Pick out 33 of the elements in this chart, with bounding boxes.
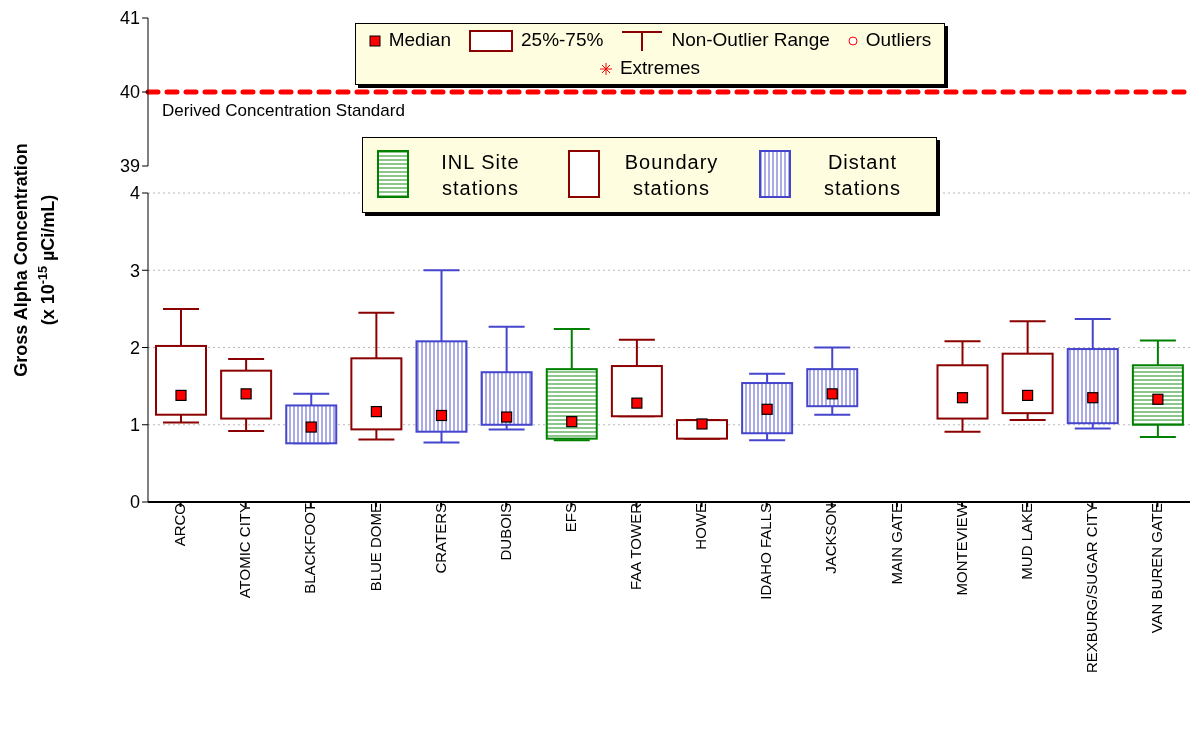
y-tick-label: 41 (119, 8, 140, 29)
y-tick-label: 0 (129, 492, 140, 513)
y-tick-label: 40 (119, 82, 140, 103)
x-tick-label: DUBOIS (496, 503, 514, 561)
x-tick-label: BLUE DOME (366, 503, 384, 592)
legend-label: Distant stations (823, 150, 902, 201)
y-tick-label: 2 (129, 337, 140, 358)
y-tick-label: 39 (119, 156, 140, 177)
ref-line-label: Derived Concentration Standard (162, 101, 405, 120)
annotation: 25%-75% (520, 28, 604, 52)
x-tick-label: MAIN GATE (887, 503, 905, 585)
y-tick-label: 1 (129, 415, 140, 436)
x-tick-label: REXBURG/SUGAR CITY (1082, 503, 1100, 674)
x-tick-label: EFS (561, 503, 579, 533)
x-tick-label: HOWE (692, 503, 710, 550)
annotation: Non-Outlier Range (670, 28, 830, 52)
x-tick-label: JACKSON (822, 503, 840, 574)
x-tick-label: ARCO (171, 503, 189, 547)
x-tick-label: BLACKFOOT (301, 503, 319, 594)
x-tick-label: FAA TOWER (627, 502, 645, 590)
annotation: Outliers (864, 29, 932, 52)
x-tick-label: MONTEVIEW (952, 502, 970, 596)
x-tick-label: MUD LAKE (1017, 503, 1035, 580)
x-tick-label: CRATERS (431, 503, 449, 574)
y-tick-label: 4 (129, 183, 140, 204)
x-tick-label: IDAHO FALLS (757, 503, 775, 600)
annotation: Median (387, 29, 452, 52)
legend-label: Boundary stations (623, 150, 720, 201)
annotation: Extremes (618, 57, 701, 80)
legend-label: INL Site stations (440, 150, 521, 201)
x-tick-label: VAN BUREN GATE (1148, 503, 1166, 634)
x-tick-label: ATOMIC CITY (236, 503, 254, 599)
y-tick-label: 3 (129, 260, 140, 281)
